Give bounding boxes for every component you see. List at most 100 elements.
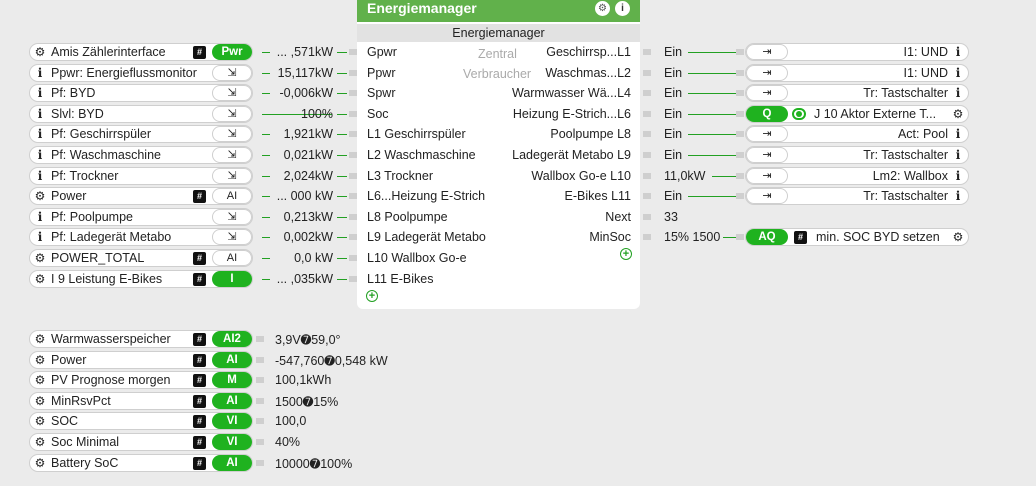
block-button[interactable]: ⇲ [212, 64, 252, 81]
info-icon: i [37, 106, 43, 121]
input-connector [736, 131, 744, 138]
row-value: 100,1kWh [275, 373, 332, 388]
row-value: -547,760➐0,548 kW [275, 353, 388, 368]
row-label: Slvl: BYD [51, 106, 104, 121]
input-row[interactable]: ⚙ I 9 Leistung E-Bikes # I [29, 269, 253, 288]
output-row[interactable]: AQ # min. SOC BYD setzen ⚙ [745, 228, 969, 247]
output-row[interactable]: ⇥ Tr: Tastschalter i [745, 146, 969, 164]
block-button[interactable]: AI [212, 351, 252, 368]
block-button[interactable]: AI [212, 392, 252, 409]
block-button[interactable]: I [212, 270, 252, 287]
connection-line [688, 93, 736, 95]
signal-row[interactable]: ⚙ Battery SoC # AI [29, 453, 253, 472]
output-row[interactable]: ⇥ I1: UND i [745, 43, 969, 61]
input-connector [736, 110, 744, 117]
block-button[interactable]: ⇥ [746, 147, 788, 163]
input-row[interactable]: i Pf: Ladegerät Metabo ⇲ [29, 228, 253, 247]
block-button[interactable]: ⇥ [746, 44, 788, 60]
row-label: Warmwasserspeicher [51, 332, 171, 346]
row-label: Soc Minimal [51, 435, 120, 449]
hash-icon: # [193, 394, 206, 408]
input-connector [736, 69, 744, 76]
output-row[interactable]: Q J 10 Aktor Externe T... ⚙ [745, 104, 969, 123]
block-button[interactable]: AI [212, 188, 252, 205]
input-row[interactable]: i Pf: BYD ⇲ [29, 84, 253, 103]
input-connector [349, 193, 357, 200]
row-value: ... ,035kW [276, 271, 333, 286]
input-row[interactable]: i Pf: Poolpumpe ⇲ [29, 207, 253, 226]
connection-line [337, 93, 347, 95]
block-button[interactable]: ⇥ [746, 167, 788, 184]
block-button[interactable]: ⇥ [746, 188, 788, 205]
block-button[interactable]: ⇲ [212, 85, 252, 102]
block-button[interactable]: AQ [746, 229, 788, 246]
info-icon[interactable]: i [615, 1, 630, 16]
input-row[interactable]: i Slvl: BYD ⇲ [29, 104, 253, 123]
hash-icon: # [193, 456, 206, 470]
block-button[interactable]: ⇲ [212, 147, 252, 163]
block-button[interactable]: VI [212, 413, 252, 430]
output-value: Ein [664, 45, 683, 59]
signal-row[interactable]: ⚙ PV Prognose morgen # M [29, 371, 253, 390]
hash-icon: # [193, 190, 206, 204]
connection-line [712, 175, 736, 177]
output-row[interactable]: ⇥ Tr: Tastschalter i [745, 84, 969, 103]
row-label: Battery SoC [51, 455, 119, 470]
block-button[interactable]: M [212, 372, 252, 389]
row-value: 3,9V➐59,0° [275, 333, 341, 347]
signal-row[interactable]: ⚙ Power # AI [29, 350, 253, 369]
signal-row[interactable]: ⚙ Soc Minimal # VI [29, 433, 253, 451]
row-label: Lm2: Wallbox [872, 168, 948, 183]
input-row[interactable]: ⚙ Amis Zählerinterface # Pwr [29, 43, 253, 61]
block-button[interactable]: Q [746, 105, 788, 122]
connection-line [262, 155, 270, 156]
row-value: ... ,571kW [276, 45, 333, 59]
connection-line [262, 278, 270, 280]
signal-row[interactable]: ⚙ Warmwasserspeicher # AI2 [29, 330, 253, 348]
block-button[interactable]: ⇥ [746, 126, 788, 143]
input-connector [736, 152, 744, 158]
output-row[interactable]: ⇥ Tr: Tastschalter i [745, 187, 969, 206]
hash-icon: # [193, 272, 206, 286]
signal-row[interactable]: ⚙ MinRsvPct # AI [29, 391, 253, 410]
output-connector [643, 172, 651, 179]
row-value: ... 000 kW [276, 189, 333, 204]
input-row[interactable]: ⚙ Power # AI [29, 187, 253, 206]
input-row[interactable]: ⚙ POWER_TOTAL # AI [29, 249, 253, 267]
signal-row[interactable]: ⚙ SOC # VI [29, 412, 253, 431]
input-row[interactable]: i Pf: Trockner ⇲ [29, 166, 253, 185]
info-icon: i [955, 189, 961, 204]
block-button[interactable]: AI2 [212, 331, 252, 347]
gear-icon[interactable]: ⚙ [595, 1, 610, 16]
block-button[interactable]: ⇲ [212, 126, 252, 143]
hash-icon: # [193, 333, 206, 346]
block-button[interactable]: VI [212, 434, 252, 450]
block-button[interactable]: AI [212, 454, 252, 471]
block-button[interactable]: Pwr [212, 44, 252, 60]
toggle-icon[interactable] [792, 107, 806, 120]
row-value: 1500➐15% [275, 394, 339, 409]
input-connector [349, 255, 357, 261]
add-input-icon[interactable]: + [366, 290, 378, 302]
block-button[interactable]: ⇥ [746, 85, 788, 102]
connection-line [337, 278, 347, 280]
row-label: POWER_TOTAL [51, 251, 145, 265]
input-row[interactable]: i Ppwr: Energieflussmonitor ⇲ [29, 63, 253, 82]
block-button[interactable]: ⇥ [746, 64, 788, 81]
module-input-label: L8 Poolpumpe [367, 209, 448, 224]
output-row[interactable]: ⇥ I1: UND i [745, 63, 969, 82]
block-button[interactable]: AI [212, 250, 252, 266]
block-button[interactable]: ⇲ [212, 105, 252, 122]
block-button[interactable]: ⇲ [212, 167, 252, 184]
output-value: Ein [664, 65, 683, 80]
block-button[interactable]: ⇲ [212, 208, 252, 225]
module-header[interactable]: Energiemanager ⚙ i [357, 0, 640, 22]
add-output-icon[interactable]: + [620, 248, 632, 260]
output-row[interactable]: ⇥ Lm2: Wallbox i [745, 166, 969, 185]
block-button[interactable]: ⇲ [212, 229, 252, 246]
output-row[interactable]: ⇥ Act: Pool i [745, 125, 969, 144]
input-connector [349, 172, 357, 179]
input-row[interactable]: i Pf: Geschirrspüler ⇲ [29, 125, 253, 144]
output-connector [256, 397, 264, 404]
input-row[interactable]: i Pf: Waschmaschine ⇲ [29, 146, 253, 164]
